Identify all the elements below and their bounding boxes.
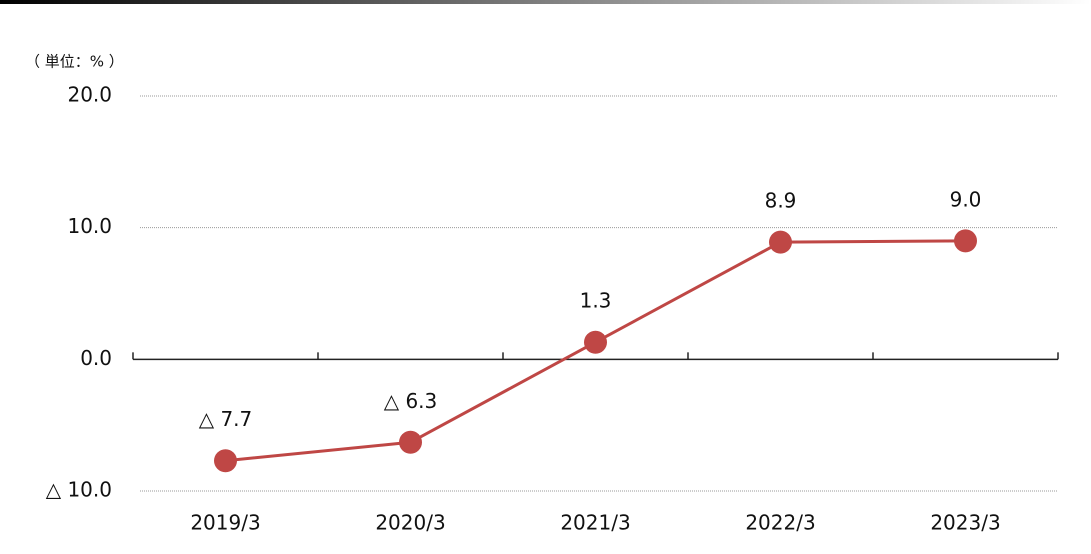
data-point [399,430,422,454]
data-label: 1.3 [580,289,612,313]
data-label: △ 6.3 [384,389,438,413]
data-point [584,330,607,354]
x-tick-label: 2021/3 [560,511,630,535]
y-tick-label: △ 10.0 [46,478,112,502]
unit-label: （ 単位：% ） [25,53,124,71]
x-tick-label: 2020/3 [375,511,445,535]
header-bar [0,0,1091,4]
x-tick-label: 2022/3 [745,511,815,535]
x-tick-label: 2019/3 [190,511,260,535]
data-label: 9.0 [950,187,982,211]
data-point [769,230,792,254]
data-point [954,229,977,253]
data-point [214,449,237,473]
data-label: 8.9 [765,189,797,213]
y-tick-label: 10.0 [67,214,112,238]
y-tick-label: 0.0 [80,346,112,370]
y-tick-label: 20.0 [67,83,112,107]
data-label: △ 7.7 [199,407,253,431]
x-tick-label: 2023/3 [930,511,1000,535]
